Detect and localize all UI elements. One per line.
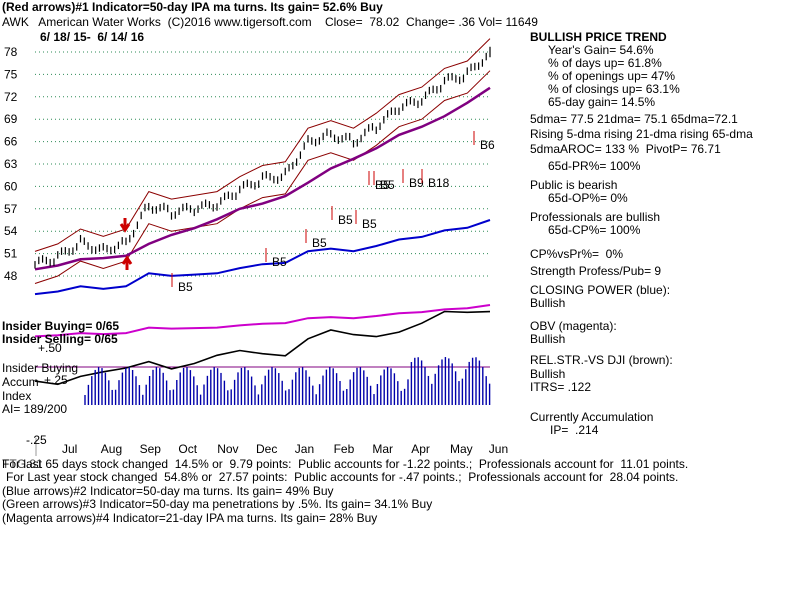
y-tick-label: 69 <box>4 112 18 126</box>
closing-power-val: Bullish <box>530 296 566 310</box>
y-tick-label: 72 <box>4 90 18 104</box>
y-tick-label: 57 <box>4 202 18 216</box>
date-range: 6/ 18/ 15- 6/ 14/ 16 <box>40 30 145 44</box>
relstr-val: Bullish <box>530 367 566 381</box>
rising: Rising 5-dma rising 21-dma rising 65-dma <box>530 127 753 141</box>
x-tick-label: Aug <box>101 442 122 456</box>
y-tick-label: 60 <box>4 179 18 193</box>
signal-label: B18 <box>428 176 450 190</box>
header-line1: (Red arrows)#1 Indicator=50-day IPA ma t… <box>2 0 383 14</box>
x-tick-label: Feb <box>334 442 355 456</box>
x-tick-label: Jul <box>62 442 77 456</box>
accum-scale-bottom: -.25 <box>26 433 47 447</box>
footer-line3: (Blue arrows)#2 Indicator=50-day ma turn… <box>2 484 334 498</box>
signal-label: B5 <box>338 213 353 227</box>
relative-strength-line <box>34 310 491 386</box>
days-up: % of days up= 61.8% <box>548 56 662 70</box>
accum-scale-mid: +.25 <box>44 373 68 387</box>
x-tick-label: Nov <box>217 442 238 456</box>
x-tick-label: May <box>450 442 473 456</box>
accum-title-2: Accum <box>2 375 39 389</box>
y-tick-label: 66 <box>4 135 18 149</box>
signal-label: B5 <box>312 236 327 250</box>
y-tick-label: 54 <box>4 224 18 238</box>
closings-up: % of closings up= 63.1% <box>548 82 680 96</box>
insider-buying-label: Insider Buying= 0/65 <box>2 319 120 333</box>
x-tick-label: Dec <box>256 442 277 456</box>
signal-label: B9 <box>409 176 424 190</box>
obv: OBV (magenta): <box>530 319 617 333</box>
signal-label: B5 <box>362 217 377 231</box>
signal-label: B5 <box>178 280 193 294</box>
cp: 65d-CP%= 100% <box>548 223 641 237</box>
signal-label: B5 <box>380 178 395 192</box>
relstr: REL.STR.-VS DJI (brown): <box>530 353 673 367</box>
y-tick-label: 75 <box>4 67 18 81</box>
obv-line <box>34 304 491 338</box>
closing-power: CLOSING POWER (blue): <box>530 283 671 297</box>
accum-title-1: Insider Buying <box>2 361 79 375</box>
strength: Strength Profess/Pub= 9 <box>530 264 662 278</box>
signal-label: B5 <box>272 255 287 269</box>
op: 65d-OP%= 0% <box>548 191 628 205</box>
ma-line <box>34 86 491 271</box>
trend-title: BULLISH PRICE TREND <box>530 30 667 44</box>
itrs: ITRS= .122 <box>530 380 592 394</box>
x-tick-label: Oct <box>178 442 197 456</box>
x-tick-label: Apr <box>411 442 430 456</box>
footer-line1: For last 65 days stock changed 14.5% or … <box>2 457 689 471</box>
accum-status: Currently Accumulation <box>530 410 654 424</box>
footer-line5: (Magenta arrows)#4 Indicator=21-day IPA … <box>2 511 378 525</box>
footer-line2: For Last year stock changed 54.8% or 27.… <box>6 470 679 484</box>
insider-selling-label: Insider Selling= 0/65 <box>2 332 118 346</box>
aroc: 5dmaAROC= 133 % PivotP= 76.71 <box>530 142 721 156</box>
gain-65: 65-day gain= 14.5% <box>548 95 656 109</box>
accum-title-3: Index <box>2 389 32 403</box>
obv-val: Bullish <box>530 332 566 346</box>
pr: 65d-PR%= 100% <box>548 159 641 173</box>
x-tick-label: Jan <box>295 442 314 456</box>
y-tick-label: 48 <box>4 269 18 283</box>
lower-band <box>34 70 491 284</box>
upper-band <box>34 38 491 252</box>
red-arrow-up <box>121 255 133 270</box>
red-arrow-down <box>119 218 131 233</box>
openings-up: % of openings up= 47% <box>548 69 676 83</box>
ip: IP= .214 <box>550 423 599 437</box>
y-tick-label: 63 <box>4 157 18 171</box>
y-tick-label: 78 <box>4 45 18 59</box>
y-tick-label: 51 <box>4 247 18 261</box>
signal-label: B5 <box>375 178 390 192</box>
signal-label: B6 <box>480 138 495 152</box>
cpvspr: CP%vsPr%= 0% <box>530 247 624 261</box>
header-line2: AWK American Water Works (C)2016 www.tig… <box>2 15 538 29</box>
x-tick-label: Jun <box>489 442 508 456</box>
footer-line4: (Green arrows)#3 Indicator=50-day ma pen… <box>2 497 433 511</box>
accum-scale-top: +.50 <box>38 341 62 355</box>
ai-value: AI= 189/200 <box>2 402 68 416</box>
dma: 5dma= 77.5 21dma= 75.1 65dma=72.1 <box>530 112 738 126</box>
x-tick-label: Mar <box>372 442 393 456</box>
professionals: Professionals are bullish <box>530 210 661 224</box>
footer-overlap: TTG.81 <box>2 457 43 471</box>
x-tick-label: Sep <box>140 442 162 456</box>
closing-power-line <box>34 219 491 296</box>
public: Public is bearish <box>530 178 618 192</box>
years-gain: Year's Gain= 54.6% <box>548 43 654 57</box>
